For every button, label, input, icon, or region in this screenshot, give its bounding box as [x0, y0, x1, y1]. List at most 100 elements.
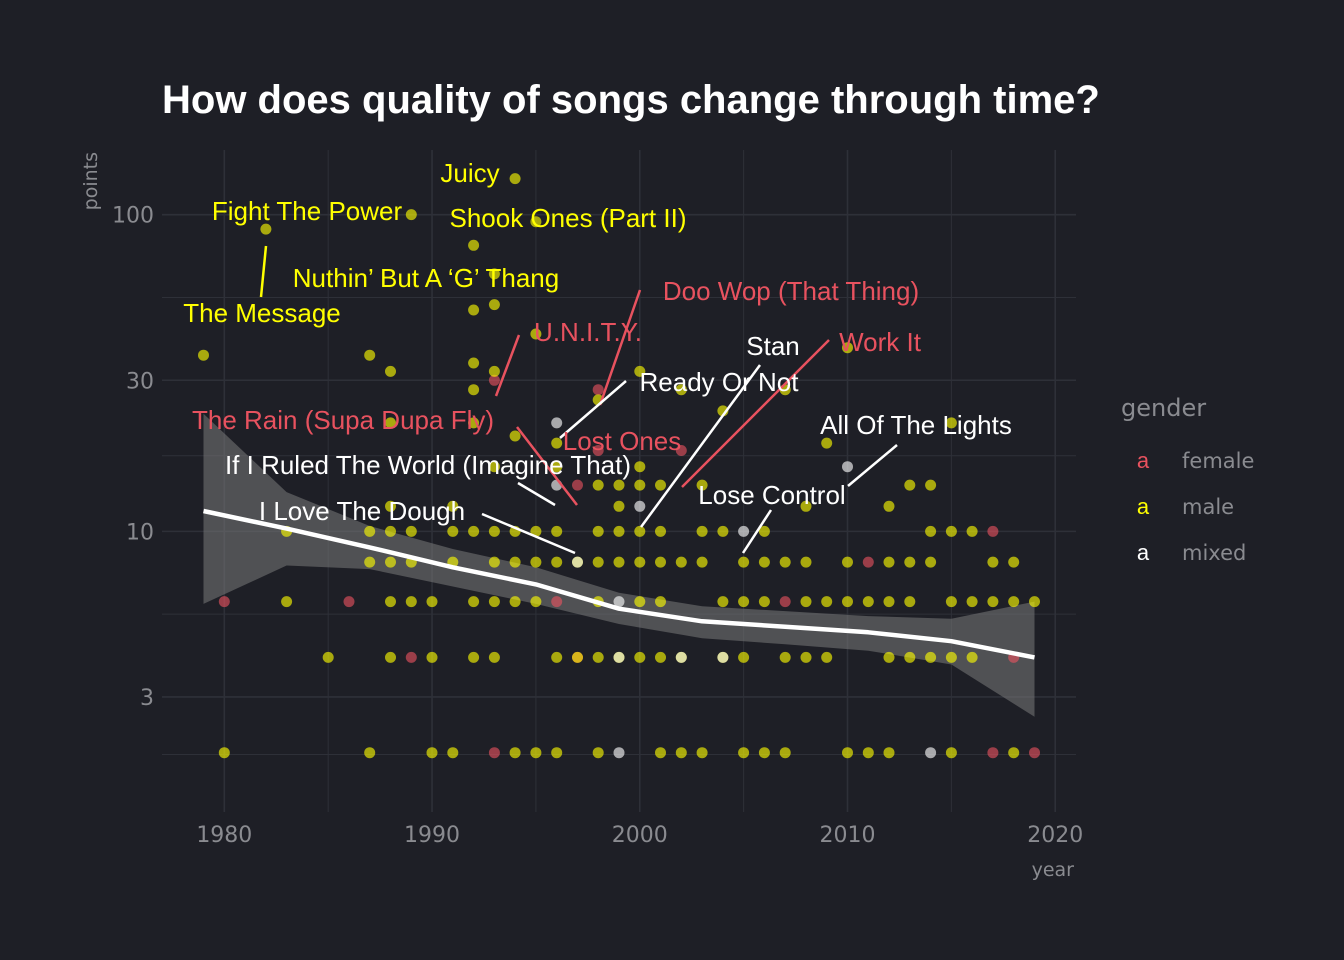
point-male	[468, 304, 480, 316]
point-male	[925, 651, 937, 663]
point-male	[945, 596, 957, 608]
point-male	[592, 651, 604, 663]
point-male	[385, 556, 396, 568]
annotations: Juicy Fight The Power Shook Ones (Part II)…	[183, 158, 1012, 526]
point-male	[821, 651, 833, 663]
point-male	[488, 299, 500, 311]
point-male	[696, 747, 708, 759]
annotation-label: The Message	[183, 298, 341, 328]
x-tick-label: 1980	[196, 823, 252, 848]
point-male	[842, 342, 853, 354]
point-female	[675, 445, 687, 456]
annotation-label: Stan	[746, 331, 800, 361]
point-male	[1029, 596, 1040, 608]
point-male	[364, 747, 376, 759]
point-male	[572, 651, 583, 663]
legend-key-mixed: a	[1137, 540, 1150, 565]
point-male	[385, 365, 396, 377]
point-male	[468, 525, 480, 537]
point-male	[634, 461, 646, 473]
point-mixed	[613, 651, 625, 663]
point-mixed	[842, 461, 853, 473]
point-male	[509, 747, 521, 759]
point-female	[862, 556, 874, 568]
point-male	[675, 556, 687, 568]
point-male	[800, 556, 812, 568]
point-male	[405, 596, 417, 608]
point-male	[530, 596, 542, 608]
point-female	[551, 596, 563, 608]
annotation-label: Lost Ones	[563, 426, 682, 456]
point-male	[634, 596, 646, 608]
point-female	[488, 374, 500, 386]
point-male	[385, 500, 396, 512]
point-male	[655, 651, 666, 663]
point-male	[468, 596, 480, 608]
legend-label-mixed: mixed	[1182, 541, 1246, 565]
point-male	[551, 556, 563, 568]
point-male	[966, 525, 978, 537]
y-axis-label: points	[80, 152, 102, 210]
point-mixed	[551, 417, 563, 429]
annotation-label: Shook Ones (Part II)	[450, 203, 687, 233]
point-male	[218, 747, 230, 759]
point-male	[655, 525, 666, 537]
point-male	[488, 268, 500, 280]
point-male	[883, 500, 895, 512]
point-male	[800, 596, 812, 608]
point-male	[634, 525, 646, 537]
x-axis-ticks: 1980 1990 2000 2010 2020	[196, 823, 1083, 848]
point-male	[966, 651, 978, 663]
point-male	[675, 384, 687, 396]
point-male	[634, 556, 646, 568]
point-male	[655, 747, 666, 759]
annotation-label: All Of The Lights	[820, 410, 1012, 440]
point-male	[364, 349, 376, 361]
point-male	[281, 596, 293, 608]
point-male	[198, 349, 209, 361]
point-male	[738, 651, 750, 663]
point-mixed	[675, 651, 687, 663]
annotation-label: The Rain (Supa Dupa Fly)	[192, 405, 494, 435]
point-male	[551, 525, 563, 537]
point-male	[655, 556, 666, 568]
point-male	[758, 747, 770, 759]
point-mixed	[613, 596, 625, 608]
point-male	[1008, 747, 1020, 759]
annotation-label: Juicy	[440, 158, 499, 188]
point-female	[779, 596, 791, 608]
point-male	[447, 500, 459, 512]
point-male	[675, 747, 687, 759]
point-male	[883, 596, 895, 608]
point-male	[842, 596, 853, 608]
point-male	[447, 525, 459, 537]
x-tick-label: 2000	[612, 823, 668, 848]
trend-line	[203, 508, 1035, 660]
point-female	[1029, 747, 1040, 759]
point-male	[696, 479, 708, 491]
point-male	[405, 209, 417, 221]
annotation-connector	[559, 380, 627, 439]
point-male	[385, 651, 396, 663]
confidence-band-area	[203, 413, 1035, 717]
annotation-connector	[494, 334, 521, 397]
point-male	[322, 651, 334, 663]
legend: gender a female a male a mixed	[1121, 394, 1254, 565]
point-male	[800, 500, 812, 512]
point-male	[592, 556, 604, 568]
point-male	[488, 365, 500, 377]
point-male	[717, 525, 729, 537]
point-male	[634, 479, 646, 491]
point-male	[883, 747, 895, 759]
point-male	[945, 747, 957, 759]
x-axis-label: year	[1032, 859, 1075, 881]
point-male	[364, 525, 376, 537]
point-male	[551, 461, 563, 473]
point-male	[447, 747, 459, 759]
point-male	[385, 525, 396, 537]
point-mixed	[738, 525, 750, 537]
point-male	[613, 500, 625, 512]
point-male	[904, 596, 916, 608]
point-male	[738, 596, 750, 608]
